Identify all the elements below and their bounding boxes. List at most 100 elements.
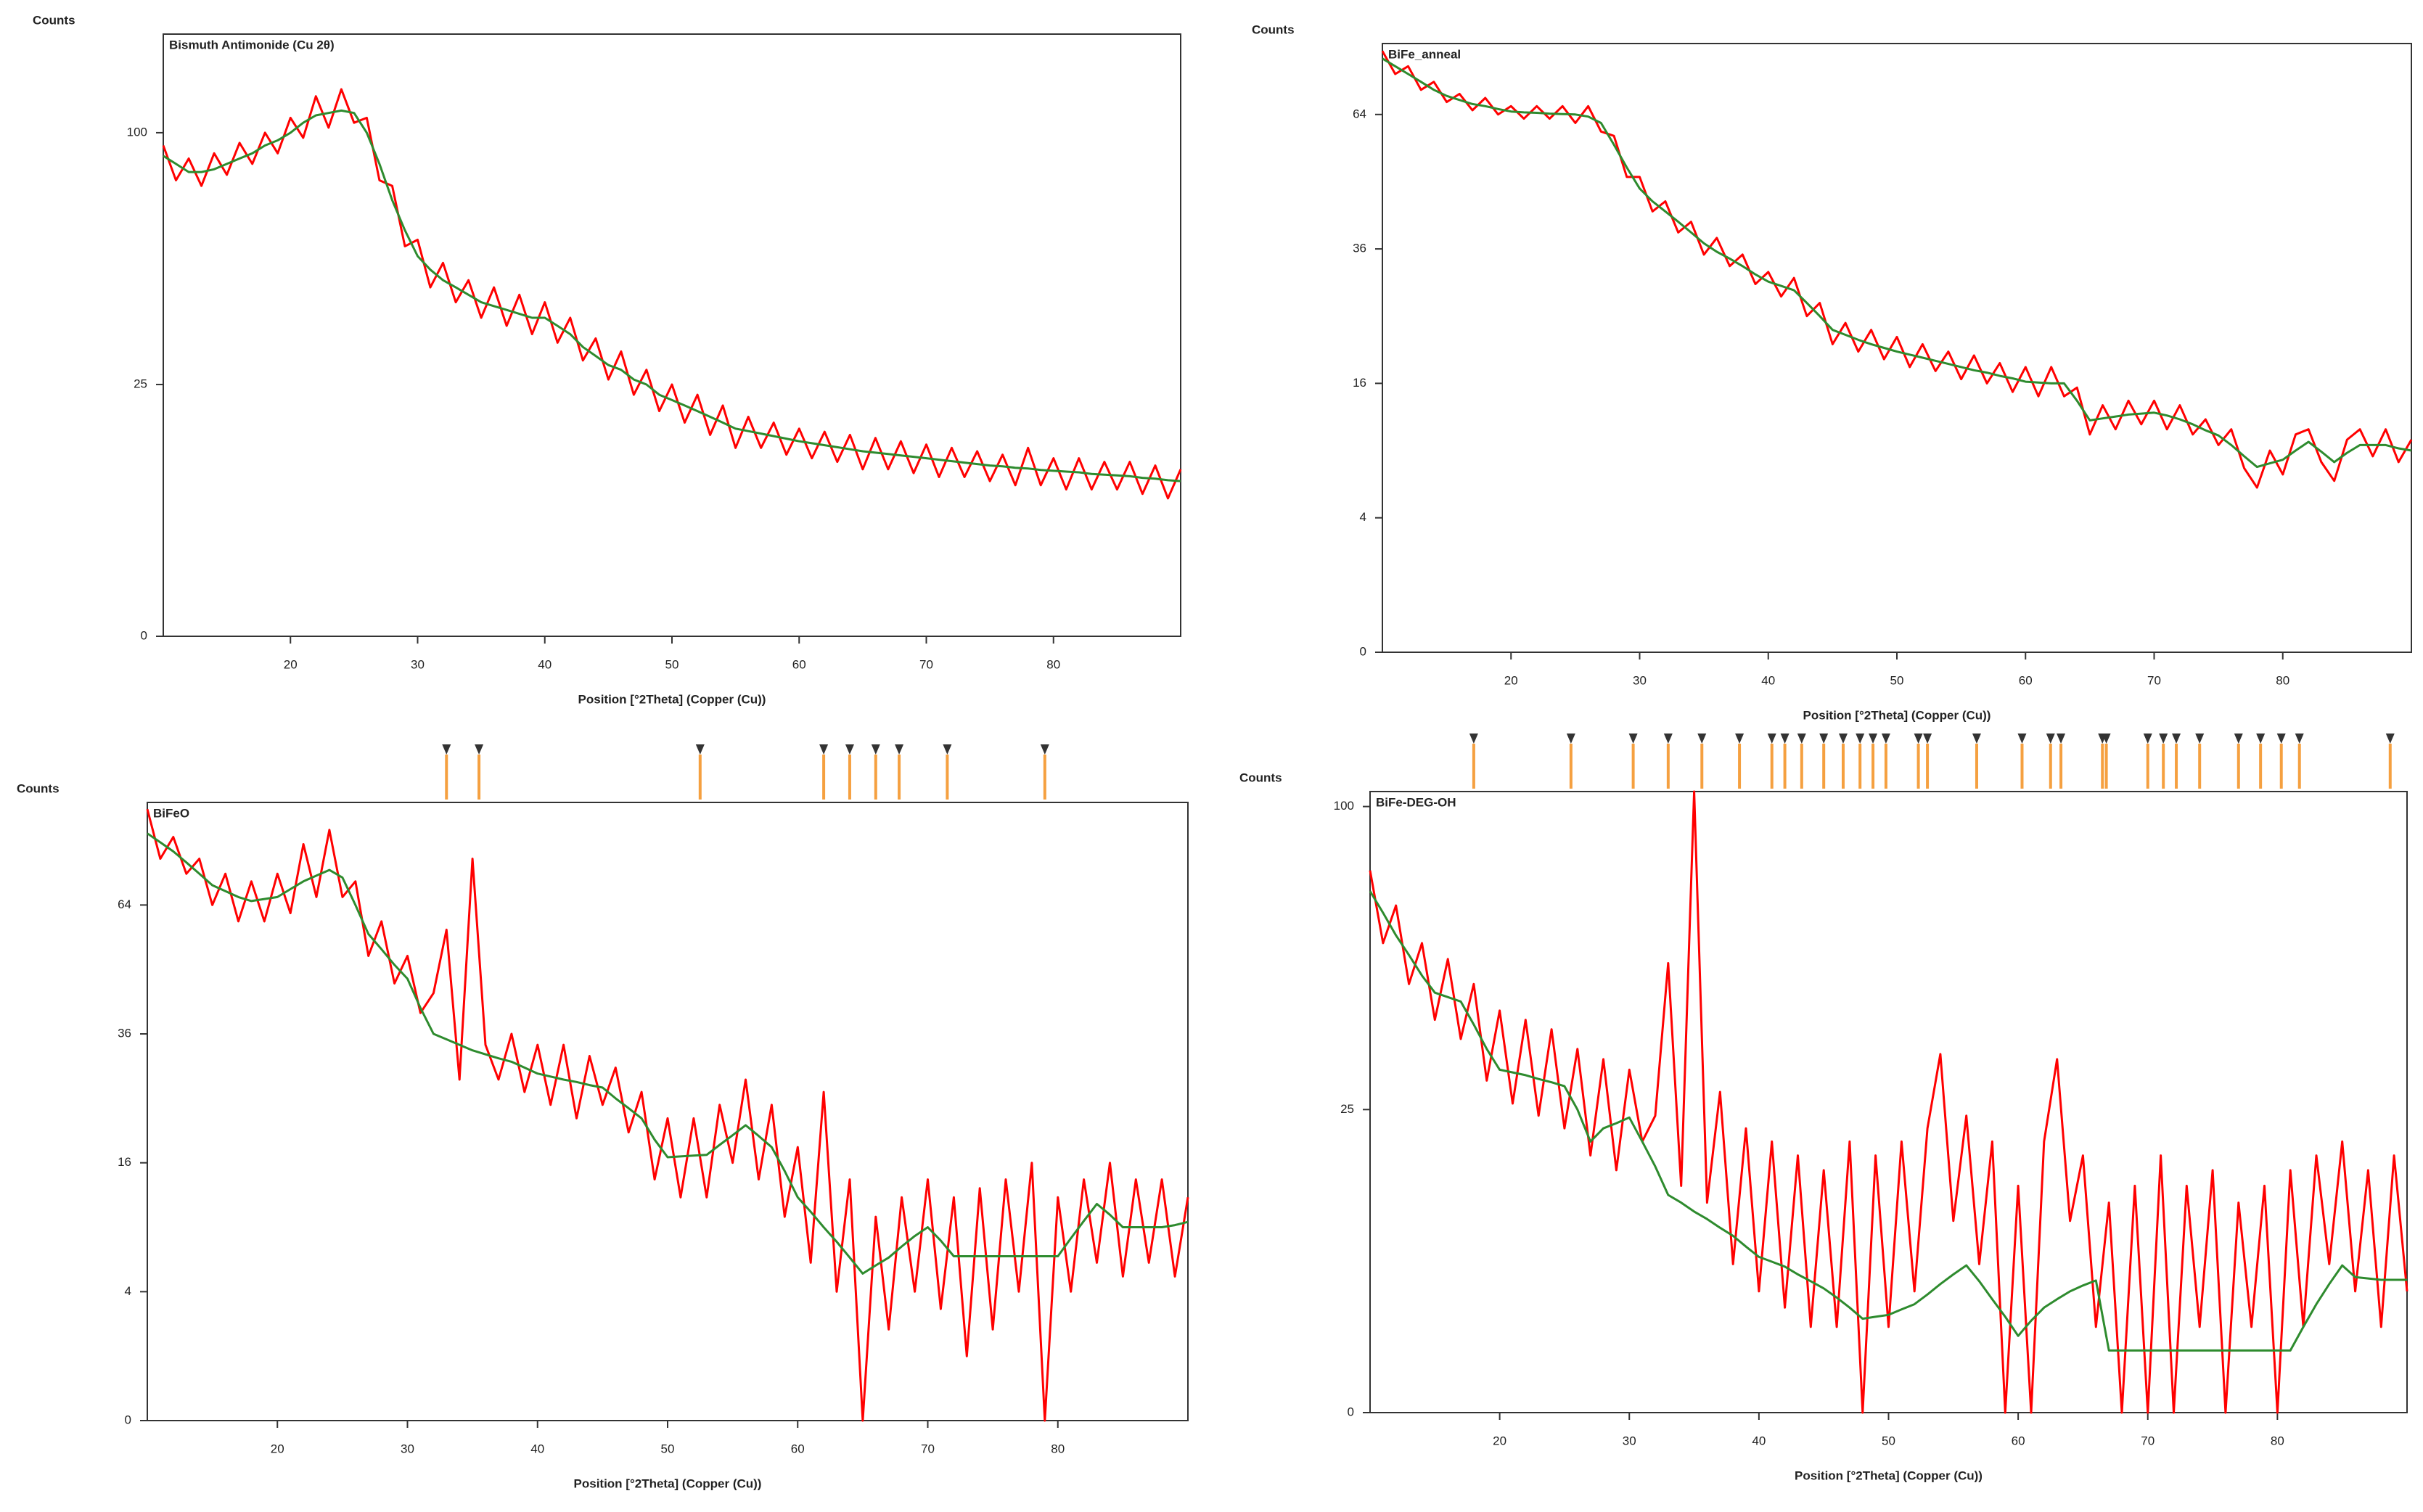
reference-peak-marker bbox=[2046, 734, 2055, 744]
x-axis-label: Position [°2Theta] (Copper (Cu)) bbox=[578, 692, 766, 706]
x-tick-label: 60 bbox=[2012, 1434, 2025, 1447]
plot-frame bbox=[1382, 43, 2412, 653]
chart-title: BiFeO bbox=[153, 806, 189, 820]
reference-peak-marker bbox=[819, 744, 829, 755]
reference-peak-marker bbox=[1914, 734, 1923, 744]
plot-frame bbox=[163, 33, 1181, 637]
reference-peak-marker bbox=[943, 744, 952, 755]
reference-peak-marker bbox=[2234, 734, 2243, 744]
reference-peak-marker bbox=[1797, 734, 1806, 744]
y-tick-label: 16 bbox=[118, 1155, 131, 1169]
reference-peak-marker bbox=[1881, 734, 1890, 744]
reference-peak-marker bbox=[2057, 734, 2066, 744]
reference-peak-marker bbox=[1697, 734, 1707, 744]
reference-peak-marker bbox=[2102, 734, 2111, 744]
reference-peak-marker bbox=[2143, 734, 2152, 744]
x-tick-label: 40 bbox=[1761, 673, 1775, 687]
reference-peak-marker bbox=[1040, 744, 1049, 755]
reference-peak-marker bbox=[1869, 734, 1878, 744]
pattern-line bbox=[146, 808, 1189, 1422]
x-axis-label: Position [°2Theta] (Copper (Cu)) bbox=[1795, 1468, 1983, 1482]
y-tick-label: 100 bbox=[127, 125, 147, 139]
x-tick-label: 40 bbox=[538, 657, 552, 671]
x-tick-label: 60 bbox=[792, 657, 806, 671]
pattern-line bbox=[1381, 50, 2413, 489]
plot-frame bbox=[147, 802, 1189, 1421]
y-axis-label: Counts bbox=[33, 13, 75, 27]
y-tick-label: 36 bbox=[1353, 242, 1366, 255]
x-tick-label: 60 bbox=[791, 1442, 805, 1455]
reference-peak-marker bbox=[1923, 734, 1932, 744]
reference-peak-marker bbox=[2195, 734, 2205, 744]
x-tick-label: 30 bbox=[401, 1442, 414, 1455]
x-tick-label: 70 bbox=[919, 657, 933, 671]
y-tick-label: 0 bbox=[1360, 644, 1366, 658]
x-tick-label: 40 bbox=[1752, 1434, 1766, 1447]
reference-peak-marker bbox=[895, 744, 904, 755]
x-tick-label: 20 bbox=[271, 1442, 284, 1455]
x-axis-label: Position [°2Theta] (Copper (Cu)) bbox=[574, 1476, 762, 1490]
reference-peak-marker bbox=[1856, 734, 1865, 744]
reference-peak-marker bbox=[1819, 734, 1829, 744]
x-tick-label: 50 bbox=[1882, 1434, 1895, 1447]
x-tick-label: 40 bbox=[530, 1442, 544, 1455]
chart-title: BiFe-DEG-OH bbox=[1376, 795, 1456, 809]
reference-peak-marker bbox=[2159, 734, 2168, 744]
pattern-line bbox=[147, 832, 1189, 1275]
reference-peak-marker bbox=[2385, 734, 2395, 744]
y-tick-label: 0 bbox=[1348, 1405, 1354, 1418]
x-tick-label: 20 bbox=[1504, 673, 1518, 687]
y-tick-label: 16 bbox=[1353, 376, 1366, 390]
pattern-line bbox=[1369, 790, 2408, 1414]
y-tick-label: 4 bbox=[125, 1284, 131, 1298]
x-tick-label: 20 bbox=[284, 657, 298, 671]
y-tick-label: 64 bbox=[1353, 107, 1366, 120]
y-tick-label: 0 bbox=[125, 1413, 131, 1426]
pattern-line bbox=[163, 109, 1181, 482]
reference-peak-marker bbox=[1628, 734, 1638, 744]
x-tick-label: 30 bbox=[411, 657, 425, 671]
reference-peak-marker bbox=[2256, 734, 2266, 744]
x-tick-label: 30 bbox=[1633, 673, 1647, 687]
y-tick-label: 0 bbox=[141, 628, 147, 642]
reference-peak-marker bbox=[2017, 734, 2027, 744]
reference-peak-marker bbox=[695, 744, 705, 755]
y-tick-label: 25 bbox=[1340, 1102, 1354, 1116]
x-tick-label: 80 bbox=[1051, 1442, 1065, 1455]
pattern-line bbox=[162, 88, 1182, 500]
x-tick-label: 50 bbox=[1890, 673, 1904, 687]
x-tick-label: 50 bbox=[665, 657, 679, 671]
chart-title: Bismuth Antimonide (Cu 2θ) bbox=[169, 38, 335, 52]
x-tick-label: 70 bbox=[2141, 1434, 2155, 1447]
reference-peak-marker bbox=[2276, 734, 2286, 744]
reference-peak-marker bbox=[1780, 734, 1789, 744]
y-tick-label: 100 bbox=[1334, 799, 1354, 813]
pattern-line bbox=[1382, 57, 2412, 469]
x-tick-label: 80 bbox=[1046, 657, 1060, 671]
y-tick-label: 64 bbox=[118, 897, 131, 911]
x-tick-label: 80 bbox=[2271, 1434, 2284, 1447]
reference-peak-marker bbox=[1972, 734, 1981, 744]
x-tick-label: 20 bbox=[1493, 1434, 1506, 1447]
reference-peak-marker bbox=[2295, 734, 2304, 744]
y-tick-label: 25 bbox=[134, 377, 147, 390]
pattern-line bbox=[1369, 890, 2407, 1352]
reference-peak-marker bbox=[1469, 734, 1478, 744]
x-tick-label: 60 bbox=[2019, 673, 2033, 687]
reference-peak-marker bbox=[871, 744, 880, 755]
y-axis-label: Counts bbox=[1252, 22, 1295, 36]
reference-peak-marker bbox=[1735, 734, 1745, 744]
x-axis-label: Position [°2Theta] (Copper (Cu)) bbox=[1803, 708, 1991, 722]
x-tick-label: 70 bbox=[2147, 673, 2161, 687]
y-axis-label: Counts bbox=[17, 781, 60, 795]
y-tick-label: 36 bbox=[118, 1027, 131, 1040]
reference-peak-marker bbox=[1566, 734, 1575, 744]
x-tick-label: 70 bbox=[921, 1442, 935, 1455]
y-axis-label: Counts bbox=[1239, 771, 1282, 784]
reference-peak-marker bbox=[1663, 734, 1673, 744]
y-tick-label: 4 bbox=[1360, 510, 1366, 524]
x-tick-label: 50 bbox=[661, 1442, 675, 1455]
reference-peak-marker bbox=[1767, 734, 1776, 744]
reference-peak-marker bbox=[845, 744, 854, 755]
